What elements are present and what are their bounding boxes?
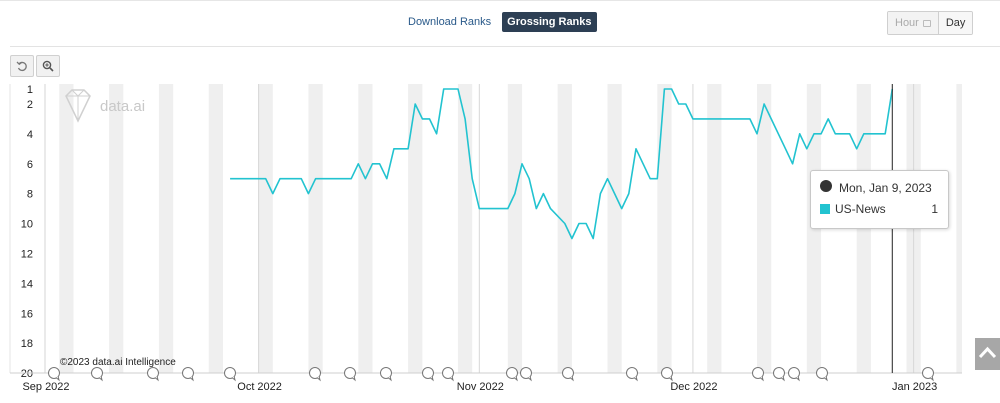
y-tick-label: 2 xyxy=(27,99,33,111)
weekend-band xyxy=(308,84,323,373)
weekend-band xyxy=(158,84,174,373)
y-tick-label: 1 xyxy=(27,84,33,96)
event-marker-icon[interactable] xyxy=(380,367,392,382)
day-button[interactable]: Day xyxy=(938,12,973,34)
event-marker-icon[interactable] xyxy=(224,367,236,382)
event-marker-icon[interactable] xyxy=(442,367,454,382)
weekend-band xyxy=(358,84,373,373)
weekend-band xyxy=(408,84,423,373)
diamond-logo-icon xyxy=(65,89,91,123)
x-tick-label: Dec 2022 xyxy=(670,381,717,393)
zoom-in-icon xyxy=(42,60,54,72)
weekend-band xyxy=(956,84,962,373)
event-marker-icon[interactable] xyxy=(816,367,828,382)
x-tick-label: Sep 2022 xyxy=(22,381,69,393)
tab-grossing-ranks[interactable]: Grossing Ranks xyxy=(502,12,597,32)
x-tick-label: Oct 2022 xyxy=(237,381,282,393)
scroll-to-top-button[interactable] xyxy=(975,338,1000,370)
weekend-band xyxy=(208,84,223,373)
rank-type-switch: Download Ranks Grossing Ranks xyxy=(403,12,597,32)
hour-label: Hour xyxy=(895,17,919,29)
top-border xyxy=(0,0,1000,1)
series-line-us-news xyxy=(230,88,894,240)
chevron-up-icon xyxy=(978,346,997,359)
zoom-button[interactable] xyxy=(36,55,60,77)
weekend-band xyxy=(109,84,124,373)
globe-icon xyxy=(820,180,832,192)
undo-icon xyxy=(16,61,27,72)
y-tick-label: 4 xyxy=(27,129,33,141)
event-marker-icon[interactable] xyxy=(788,367,800,382)
weekend-band xyxy=(707,84,722,373)
y-tick-label: 12 xyxy=(21,248,33,260)
y-tick-label: 16 xyxy=(21,308,33,320)
event-marker-icon[interactable] xyxy=(752,367,764,382)
event-marker-icon[interactable] xyxy=(506,367,518,382)
toolbar-divider xyxy=(10,46,1000,47)
tooltip: Mon, Jan 9, 2023 US-News 1 xyxy=(810,170,949,229)
event-marker-icon[interactable] xyxy=(922,367,934,382)
event-marker-icon[interactable] xyxy=(562,367,574,382)
watermark-text: data.ai xyxy=(100,98,145,115)
weekend-band xyxy=(59,84,74,373)
lock-icon xyxy=(922,20,931,27)
event-marker-icon[interactable] xyxy=(309,367,321,382)
hour-button[interactable]: Hour xyxy=(888,12,939,34)
tooltip-date: Mon, Jan 9, 2023 xyxy=(839,181,932,195)
event-marker-icon[interactable] xyxy=(91,367,103,382)
event-marker-icon[interactable] xyxy=(661,367,673,382)
y-tick-label: 8 xyxy=(27,189,33,201)
event-marker-icon[interactable] xyxy=(520,367,532,382)
weekend-band xyxy=(258,84,273,373)
y-tick-label: 10 xyxy=(21,219,33,231)
event-marker-icon[interactable] xyxy=(626,367,638,382)
weekend-band xyxy=(657,84,672,373)
event-marker-icon[interactable] xyxy=(182,367,194,382)
x-tick-label: Jan 2023 xyxy=(892,381,937,393)
y-tick-label: 6 xyxy=(27,159,33,171)
weekend-band xyxy=(507,84,523,373)
event-marker-icon[interactable] xyxy=(48,367,60,382)
tab-download-ranks[interactable]: Download Ranks xyxy=(408,16,492,28)
reset-zoom-button[interactable] xyxy=(10,55,34,77)
y-tick-label: 20 xyxy=(21,368,33,380)
x-tick-label: Nov 2022 xyxy=(457,381,504,393)
y-tick-label: 18 xyxy=(21,338,33,350)
weekend-band xyxy=(607,84,622,373)
weekend-band xyxy=(757,84,772,373)
event-marker-icon[interactable] xyxy=(147,367,159,382)
weekend-band xyxy=(457,84,473,373)
copyright-text: ©2023 data.ai Intelligence xyxy=(60,357,176,368)
event-marker-icon[interactable] xyxy=(773,367,785,382)
granularity-switch: Hour Day xyxy=(887,11,974,35)
series-swatch xyxy=(820,204,830,214)
y-tick-label: 14 xyxy=(21,278,33,290)
weekend-band xyxy=(557,84,572,373)
tooltip-series-name: US-News xyxy=(835,202,886,216)
event-marker-icon[interactable] xyxy=(422,367,434,382)
tooltip-value: 1 xyxy=(931,202,938,216)
event-marker-icon[interactable] xyxy=(344,367,356,382)
watermark: data.ai xyxy=(65,89,145,123)
